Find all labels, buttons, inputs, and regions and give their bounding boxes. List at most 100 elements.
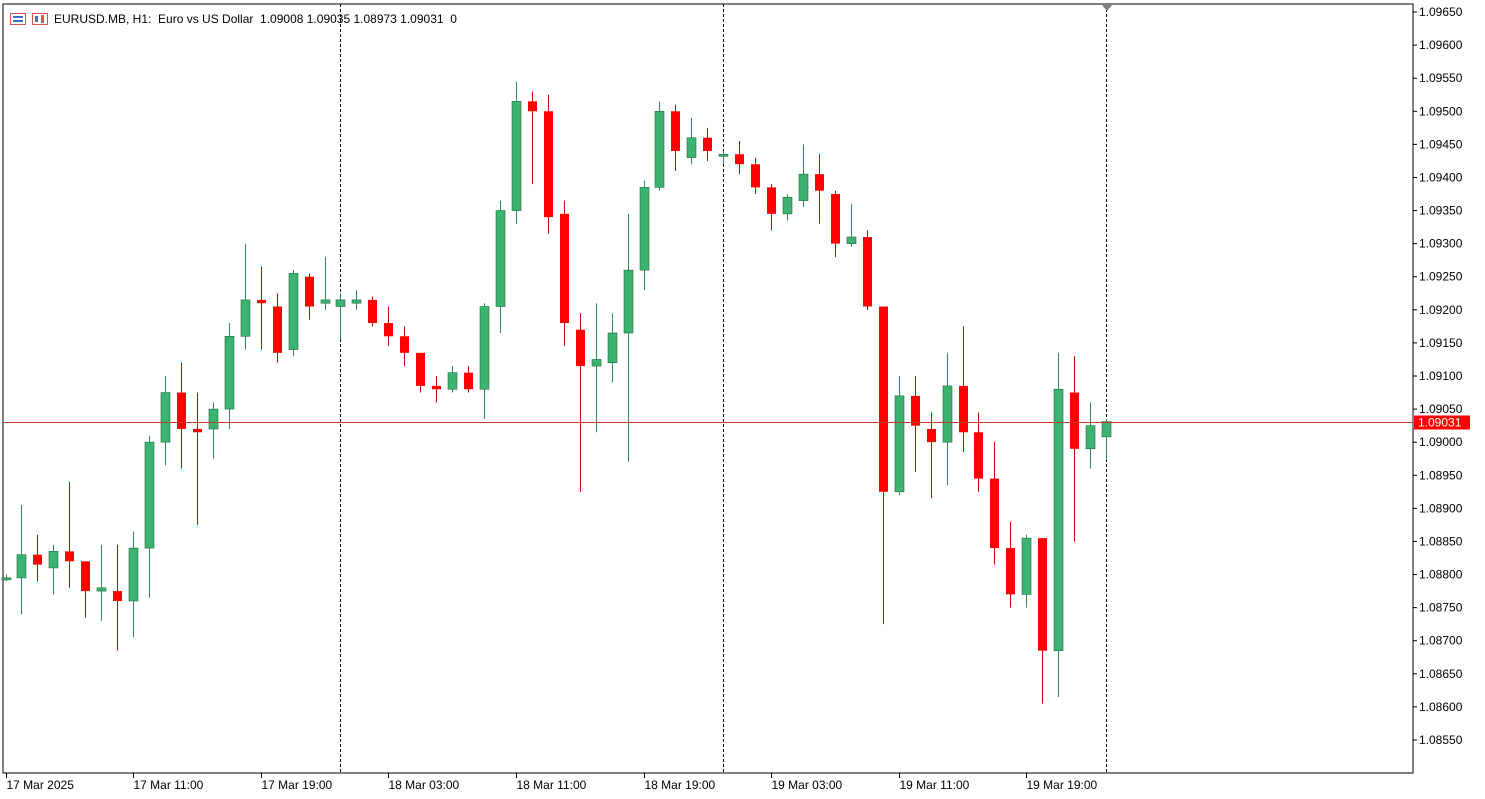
candle-body [1,577,12,581]
chart-header: EURUSD.MB, H1: Euro vs US Dollar 1.09008… [10,10,457,28]
candle-body [33,554,42,565]
candles-layer[interactable] [1,81,1112,704]
candle[interactable] [671,104,680,171]
candle[interactable] [607,313,618,383]
candle-body [782,197,793,215]
candle[interactable] [495,200,506,333]
candle[interactable] [16,505,27,615]
candle-body [560,213,569,324]
candle[interactable] [798,144,809,208]
candle[interactable] [751,157,760,194]
price-tick-label: 1.09000 [1419,435,1463,449]
candle[interactable] [144,435,155,598]
candle[interactable] [240,243,251,350]
price-tick-label: 1.08850 [1419,534,1463,548]
candle[interactable] [560,200,569,347]
time-tick-label: 17 Mar 19:00 [262,778,333,792]
price-tick-label: 1.08600 [1419,700,1463,714]
candle[interactable] [33,534,42,582]
candle[interactable] [65,481,74,588]
candle[interactable] [447,366,458,393]
candle[interactable] [942,352,953,486]
candle[interactable] [576,313,585,492]
candle[interactable] [544,94,553,234]
candle[interactable] [927,412,936,499]
candle-body [1006,548,1015,595]
candle[interactable] [815,154,824,224]
candle[interactable] [193,392,202,525]
candle[interactable] [368,296,377,327]
price-axis[interactable]: 1.09650 1.09600 1.09550 1.09500 1.09450 1.094… [1413,5,1463,747]
candle-body [767,187,776,214]
candle[interactable] [384,306,393,347]
candle[interactable] [623,213,634,463]
price-tick-label: 1.08800 [1419,568,1463,582]
candle[interactable] [257,266,266,350]
price-tick-label: 1.08650 [1419,667,1463,681]
candle[interactable] [416,352,425,393]
candle[interactable] [528,91,537,185]
candle[interactable] [686,117,697,165]
candle[interactable] [1085,402,1096,469]
candle-body [416,352,425,386]
time-tick-label: 17 Mar 11:00 [134,778,204,792]
candle[interactable] [879,306,888,625]
candle-body [879,306,888,492]
candle[interactable] [479,303,490,420]
candle[interactable] [831,190,840,257]
candle[interactable] [351,289,362,310]
candle[interactable] [894,376,905,496]
candle[interactable] [1101,419,1112,461]
candle[interactable] [1006,521,1015,608]
candle[interactable] [990,442,999,565]
candle[interactable] [1,574,12,582]
candle[interactable] [639,180,650,290]
candle[interactable] [288,270,299,357]
candle[interactable] [335,293,346,340]
candle[interactable] [96,544,107,621]
candle[interactable] [591,303,602,433]
candle[interactable] [703,127,712,161]
candle[interactable] [320,256,331,310]
time-axis[interactable]: 17 Mar 2025 17 Mar 11:00 17 Mar 19:00 18 Ma… [6,773,1098,792]
candle[interactable] [718,150,729,165]
candle[interactable] [224,323,235,429]
candle[interactable] [974,412,983,492]
candle[interactable] [654,101,665,191]
candle[interactable] [1038,538,1047,704]
candle-body [257,299,266,304]
candle[interactable] [177,362,186,469]
candle[interactable] [305,273,314,320]
candle[interactable] [782,194,793,221]
time-tick-label: 19 Mar 11:00 [900,778,970,792]
candle[interactable] [400,326,409,367]
candle[interactable] [735,141,744,175]
candle-body [224,335,235,410]
candle[interactable] [113,544,122,651]
candle[interactable] [959,326,968,453]
candle[interactable] [208,402,219,459]
candle[interactable] [1070,356,1079,542]
candle[interactable] [432,376,441,403]
candle[interactable] [767,184,776,231]
candle[interactable] [160,376,171,466]
candle[interactable] [511,81,522,224]
candle[interactable] [128,531,139,638]
time-tick-label: 17 Mar 2025 [7,778,75,792]
candle[interactable] [1021,534,1032,608]
candles-chart-icon[interactable] [32,13,48,25]
candle-body [894,395,905,493]
candle[interactable] [48,544,59,595]
candle[interactable] [464,366,473,393]
candle[interactable] [863,230,872,310]
bars-chart-icon[interactable] [10,13,26,25]
candle[interactable] [911,376,920,472]
candle[interactable] [846,203,857,247]
candle[interactable] [273,293,282,363]
candle[interactable] [81,561,90,618]
candle[interactable] [1053,352,1064,697]
price-tick-label: 1.08900 [1419,501,1463,515]
shift-marker-icon[interactable] [1101,4,1113,11]
